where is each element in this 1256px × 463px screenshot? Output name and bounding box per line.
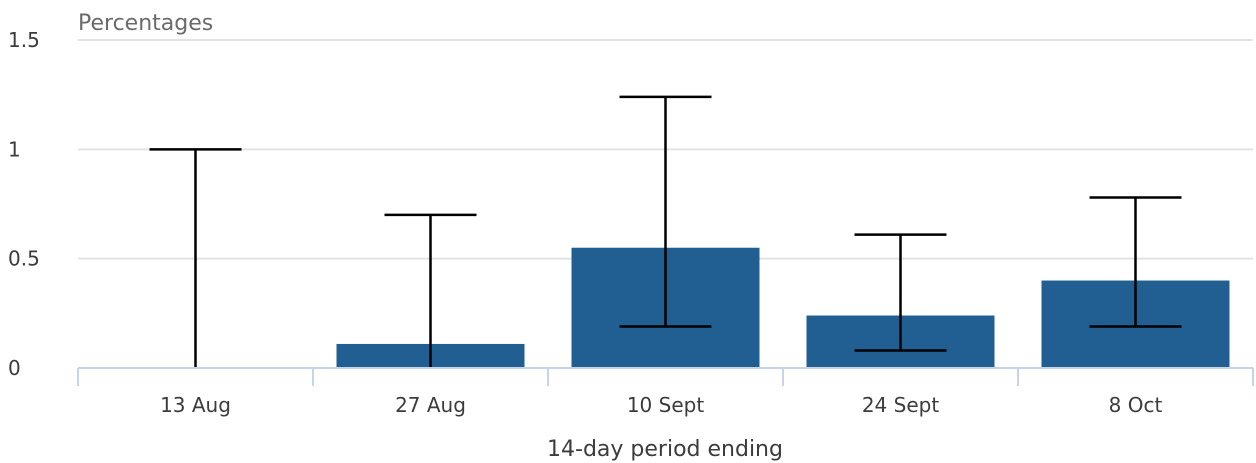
x-axis <box>77 367 1254 386</box>
y-tick-label: 0.5 <box>8 247 40 271</box>
y-axis-title: Percentages <box>78 11 213 36</box>
x-tick-label: 8 Oct <box>1109 393 1163 417</box>
bars <box>336 247 1230 368</box>
x-tick-label: 10 Sept <box>627 393 705 417</box>
x-axis-title: 14-day period ending <box>547 437 783 462</box>
y-tick-label: 1 <box>8 137 21 161</box>
x-tick-label: 27 Aug <box>395 393 466 417</box>
y-axis-ticks: 0 0.5 1 1.5 <box>8 28 40 380</box>
x-axis-ticks: 13 Aug 27 Aug 10 Sept 24 Sept 8 Oct <box>160 393 1162 417</box>
x-tick-label: 24 Sept <box>862 393 940 417</box>
x-tick-label: 13 Aug <box>160 393 231 417</box>
y-tick-label: 0 <box>8 356 21 380</box>
error-bars <box>149 95 1182 368</box>
y-tick-label: 1.5 <box>8 28 40 52</box>
